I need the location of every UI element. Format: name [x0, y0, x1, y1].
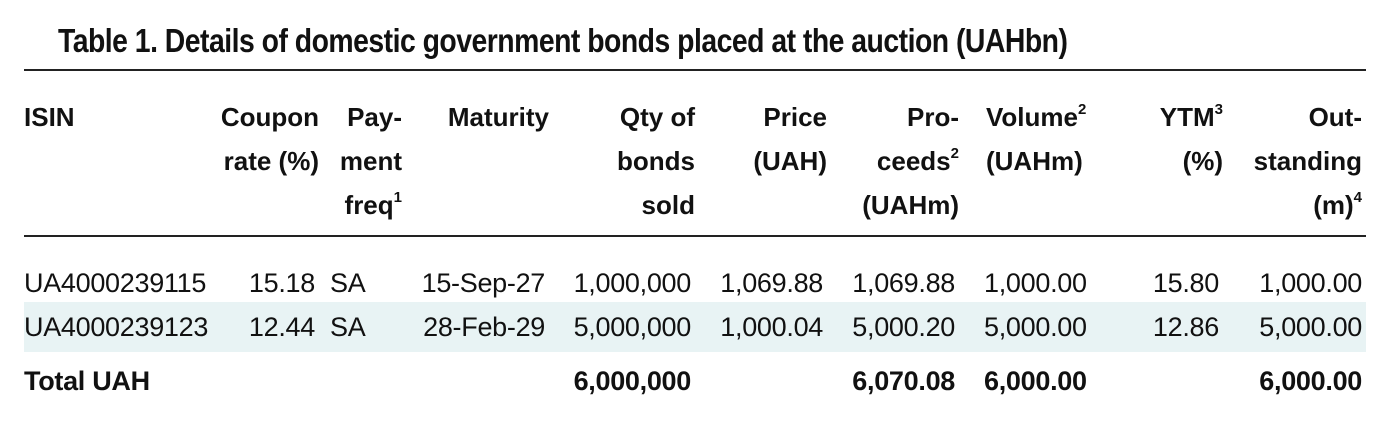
total-outstanding: 6,000.00	[1259, 366, 1362, 396]
header-coupon: Coupon rate (%)	[220, 102, 319, 176]
cell-qty: 5,000,000	[573, 312, 692, 342]
header-maturity: Maturity	[447, 102, 549, 132]
cell-isin: UA4000239123	[24, 312, 209, 342]
top-rule	[24, 69, 1366, 71]
cell-qty: 1,000,000	[573, 268, 692, 298]
cell-maturity: 28-Feb-29	[423, 312, 545, 342]
cell-payment: SA	[330, 312, 366, 342]
header-isin: ISIN	[24, 102, 75, 132]
header-proceeds: Pro- ceeds2 (UAHm)	[862, 102, 959, 220]
cell-price: 1,000.04	[720, 312, 823, 342]
cell-price: 1,069.88	[720, 268, 823, 298]
cell-ytm: 15.80	[1152, 268, 1219, 298]
cell-ytm: 12.86	[1152, 312, 1219, 342]
header-ytm: YTM3 (%)	[1159, 101, 1223, 176]
table-title: Table 1. Details of domestic government …	[58, 22, 1068, 59]
table-row: UA4000239115 15.18 SA 15-Sep-27 1,000,00…	[24, 258, 1366, 308]
table-row: UA4000239123 12.44 SA 28-Feb-29 5,000,00…	[24, 302, 1366, 352]
cell-volume: 5,000.00	[984, 312, 1087, 342]
cell-proceeds: 5,000.20	[852, 312, 955, 342]
total-volume: 6,000.00	[984, 366, 1087, 396]
cell-proceeds: 1,069.88	[852, 268, 955, 298]
header-rule	[24, 235, 1366, 237]
header-outstanding: Out- standing (m)4	[1253, 102, 1362, 220]
header-qty: Qty of bonds sold	[617, 102, 695, 220]
total-qty: 6,000,000	[573, 366, 692, 396]
header-payment-freq: Pay- ment freq1	[339, 102, 402, 220]
header-price: Price (UAH)	[753, 102, 827, 176]
header-volume: Volume2 (UAHm)	[986, 101, 1087, 176]
cell-outstanding: 1,000.00	[1259, 268, 1362, 298]
cell-volume: 1,000.00	[984, 268, 1087, 298]
cell-coupon: 12.44	[248, 312, 315, 342]
cell-coupon: 15.18	[248, 268, 315, 298]
total-label: Total UAH	[24, 366, 150, 396]
cell-payment: SA	[330, 268, 366, 298]
total-proceeds: 6,070.08	[852, 366, 955, 396]
cell-maturity: 15-Sep-27	[421, 268, 546, 298]
cell-isin: UA4000239115	[24, 268, 207, 298]
cell-outstanding: 5,000.00	[1259, 312, 1362, 342]
total-row: Total UAH 6,000,000 6,070.08 6,000.00 6,…	[24, 356, 1366, 406]
